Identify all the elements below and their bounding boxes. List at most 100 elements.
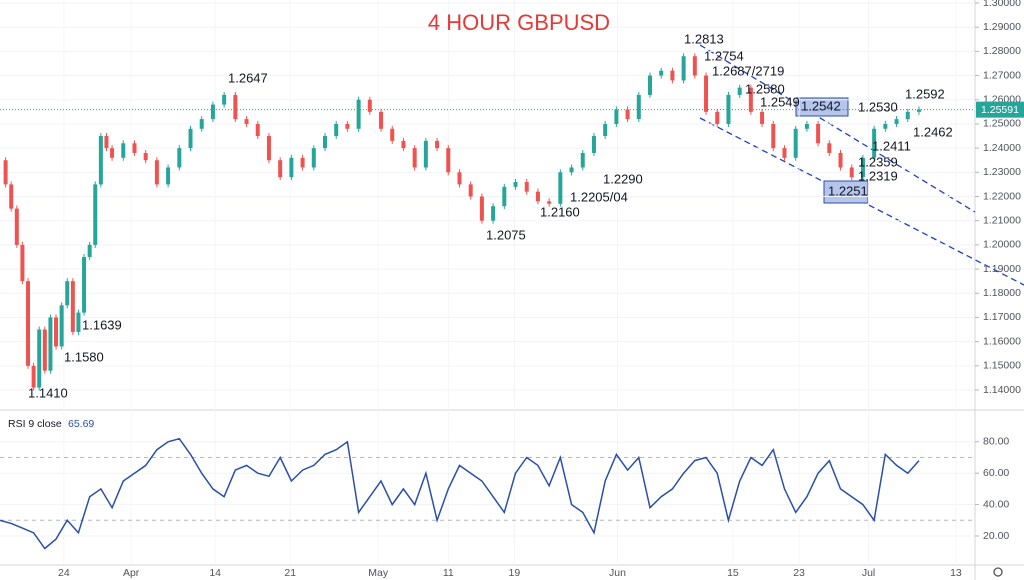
candle-body [558,172,563,204]
y-tick-label: 1.16000 [983,335,1021,347]
candle-body [14,208,19,245]
candle-body [625,109,630,120]
annotation: 1.2549 [760,94,800,109]
annotation: 1.2754 [704,48,744,63]
highlight-box [823,180,869,204]
candle-body [435,140,440,149]
candle-body [614,109,619,124]
candle-body [524,181,529,192]
candle-body [54,317,59,347]
x-tick-label: 24 [58,567,70,579]
x-tick-label: 14 [209,567,221,579]
highlight-box [795,97,849,117]
indicator-name: RSI 9 close [8,418,62,430]
candle-body [771,123,776,149]
annotation: 1.1580 [64,349,104,364]
candle-body [266,136,271,161]
candle-body [726,94,731,124]
candle-body [916,109,921,112]
y-tick-label: 1.23000 [983,166,1021,178]
annotation: 1.1410 [28,385,68,400]
annotation: 1.2290 [603,171,643,186]
candle-body [782,148,787,158]
candle-body [87,244,92,257]
y-tick-label: 1.15000 [983,360,1021,372]
candle-body [93,184,98,245]
candle-body [872,128,877,158]
candle-body [883,123,888,129]
annotation: 1.2542 [801,98,841,113]
candle-body [334,123,339,137]
candle-body [580,152,585,168]
candle-body [82,256,87,313]
x-tick-label: 11 [443,567,454,579]
candle-body [154,160,159,185]
y-tick-label: 1.25000 [983,118,1021,130]
candle-body [535,191,540,202]
candle-body [59,305,64,347]
candle-body [849,167,854,178]
candle-body [255,123,260,137]
candle-body [9,184,14,209]
candle-body [143,152,148,161]
annotation: 1.1639 [82,317,122,332]
candle-body [715,111,720,124]
annotation: 1.2411 [872,138,911,153]
last-price-label: 1.25591 [981,104,1019,116]
candle-body [244,119,249,124]
chart-title: 4 HOUR GBPUSD [428,10,610,35]
annotation: 1.2530 [858,99,898,114]
settings-icon[interactable] [993,567,1003,577]
candle-body [65,281,70,306]
candle-body [20,244,25,282]
candle-body [648,75,652,95]
candle-body [98,136,103,185]
candle-body [177,148,182,168]
candle-body [289,157,294,178]
annotation: 1.2592 [905,86,945,101]
x-tick-label: 19 [509,567,521,579]
candle-body [457,172,462,185]
candle-body [681,56,686,81]
candle-body [423,140,428,168]
y-tick-label: 80.00 [983,436,1009,448]
candle-body [233,94,238,120]
candle-body [513,181,518,187]
candle-body [110,148,115,158]
rsi-line [0,437,920,550]
x-tick-label: 21 [284,567,296,579]
candle-body [311,148,316,168]
x-tick-label: 23 [793,567,805,579]
candle-body [860,157,865,178]
y-tick-label: 1.19000 [983,263,1021,275]
candle-body [210,104,215,120]
candle-body [603,123,608,137]
y-tick-label: 1.29000 [983,21,1021,33]
candle-body [491,206,496,221]
candle-body [569,167,574,173]
candle-body [804,123,809,129]
candle-body [379,111,384,129]
annotation: 1.2813 [684,31,724,46]
y-tick-label: 40.00 [983,498,1009,510]
annotation: 1.2687/2719 [712,63,784,78]
candle-body [70,281,75,332]
y-tick-label: 1.22000 [983,190,1021,202]
candle-body [479,196,484,221]
y-tick-label: 60.00 [983,467,1009,479]
candle-body [737,87,742,95]
candle-body [345,123,350,129]
candle-body [468,184,473,197]
y-tick-label: 1.24000 [983,142,1021,154]
candle-body [446,148,451,173]
y-tick-label: 20.00 [983,530,1009,542]
gear[interactable] [993,567,1003,577]
candle-body [104,136,109,149]
candle-body [37,329,42,388]
candle-body [300,157,305,168]
candle-body [26,281,31,366]
candle-body [121,143,126,158]
candle-body [704,75,709,112]
annotation: 1.2359 [858,154,898,169]
